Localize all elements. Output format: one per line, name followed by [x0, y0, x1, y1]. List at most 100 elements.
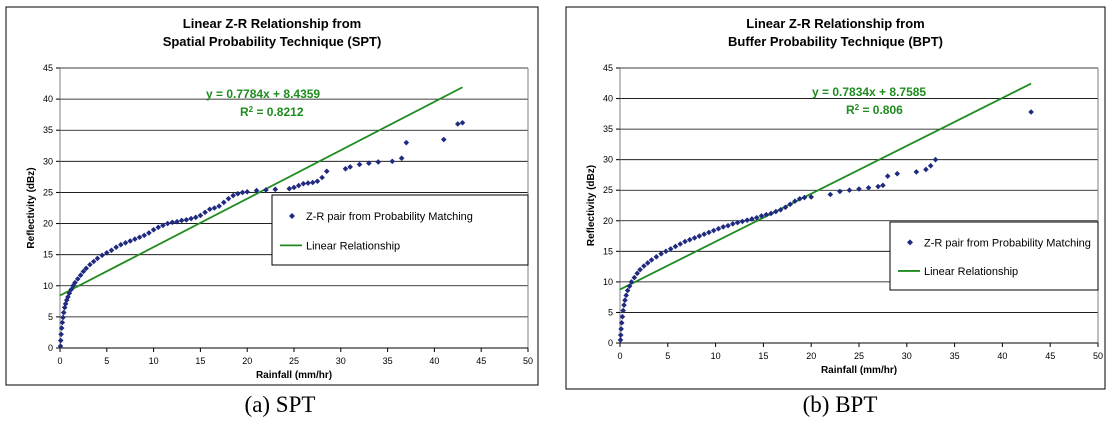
data-point [58, 325, 65, 331]
data-point [319, 174, 325, 181]
data-point [244, 189, 250, 195]
data-point [150, 226, 157, 233]
x-tick-label: 40 [997, 351, 1007, 361]
y-tick-label: 30 [43, 156, 53, 166]
x-axis-label: Rainfall (mm/hr) [256, 370, 332, 381]
data-point [894, 170, 901, 177]
legend-box [889, 221, 1099, 291]
x-tick-label: 45 [1045, 351, 1055, 361]
data-point [455, 121, 461, 127]
data-point [846, 187, 853, 194]
data-point [309, 179, 316, 186]
data-point [74, 276, 81, 282]
data-point [300, 180, 307, 187]
y-axis-label: Reflectivity (dBz) [26, 167, 37, 248]
data-point [884, 173, 891, 179]
x-tick-label: 15 [195, 356, 205, 366]
x-tick-label: 45 [476, 356, 486, 366]
x-tick-label: 0 [57, 356, 62, 366]
data-point [701, 231, 707, 238]
data-point [787, 201, 793, 208]
data-point [77, 272, 84, 278]
data-point [197, 212, 204, 219]
data-point [749, 216, 755, 222]
data-point [192, 214, 199, 221]
data-point [216, 203, 222, 209]
data-point [459, 119, 466, 126]
data-point [865, 184, 872, 191]
data-point [880, 182, 886, 189]
legend-box [271, 194, 529, 266]
data-point [734, 219, 741, 226]
y-tick-label: 15 [603, 246, 613, 256]
data-point [68, 286, 75, 293]
data-point [1028, 109, 1034, 115]
data-point [796, 195, 803, 202]
data-point [837, 188, 843, 195]
data-point [206, 206, 213, 213]
data-point [347, 164, 353, 170]
data-point [342, 166, 349, 172]
data-point [202, 209, 208, 216]
data-point [160, 222, 166, 229]
data-point [225, 195, 232, 202]
data-point [710, 227, 717, 234]
r-squared-label: R2 = 0.806 [846, 103, 903, 118]
data-point [618, 326, 624, 332]
data-point [188, 215, 194, 222]
data-point [624, 287, 631, 294]
data-point [108, 247, 115, 254]
legend-marker-points [289, 213, 295, 219]
data-point [686, 236, 693, 243]
chart-panel-spt: Linear Z-R Relationship from Spatial Prob… [0, 0, 548, 390]
chart-title-line: Spatial Probability Technique (SPT) [163, 34, 382, 49]
data-point [72, 279, 78, 286]
data-point [65, 294, 71, 300]
data-point [696, 233, 703, 239]
data-point [286, 185, 293, 192]
x-tick-label: 25 [289, 356, 299, 366]
legend-marker-points [907, 239, 913, 246]
data-point [398, 155, 405, 162]
data-point [808, 194, 814, 200]
data-point [132, 236, 138, 242]
data-point [295, 182, 302, 189]
y-tick-label: 20 [603, 216, 613, 226]
data-point [239, 189, 246, 196]
legend-label-line: Linear Relationship [306, 240, 400, 252]
x-tick-label: 0 [617, 351, 622, 361]
data-point [648, 257, 655, 263]
data-point [631, 274, 638, 281]
data-point [658, 250, 664, 257]
caption-spt: (a) SPT [244, 392, 316, 417]
x-axis-label: Rainfall (mm/hr) [821, 365, 897, 376]
y-tick-label: 35 [43, 125, 53, 135]
legend-label-points: Z-R pair from Probability Matching [924, 237, 1091, 249]
data-point [87, 261, 93, 268]
data-point [725, 222, 731, 229]
data-point [58, 331, 64, 338]
data-point [60, 314, 66, 321]
data-point [715, 225, 722, 232]
data-point [122, 240, 129, 246]
data-point [263, 187, 269, 193]
x-tick-label: 10 [149, 356, 159, 366]
y-tick-label: 0 [48, 343, 53, 353]
data-point [314, 178, 321, 185]
x-tick-label: 50 [523, 356, 533, 366]
data-point [667, 246, 674, 252]
data-point [375, 159, 382, 165]
data-point [90, 258, 97, 265]
linear-fit-line [59, 86, 463, 297]
x-tick-label: 20 [242, 356, 252, 366]
data-point [60, 309, 67, 316]
data-point [80, 268, 87, 275]
y-tick-label: 40 [603, 94, 613, 104]
x-tick-label: 30 [902, 351, 912, 361]
data-point [618, 320, 625, 326]
data-point [744, 217, 750, 223]
data-point [272, 186, 279, 193]
data-point [932, 156, 939, 163]
data-point [305, 180, 311, 186]
data-point [164, 220, 171, 227]
